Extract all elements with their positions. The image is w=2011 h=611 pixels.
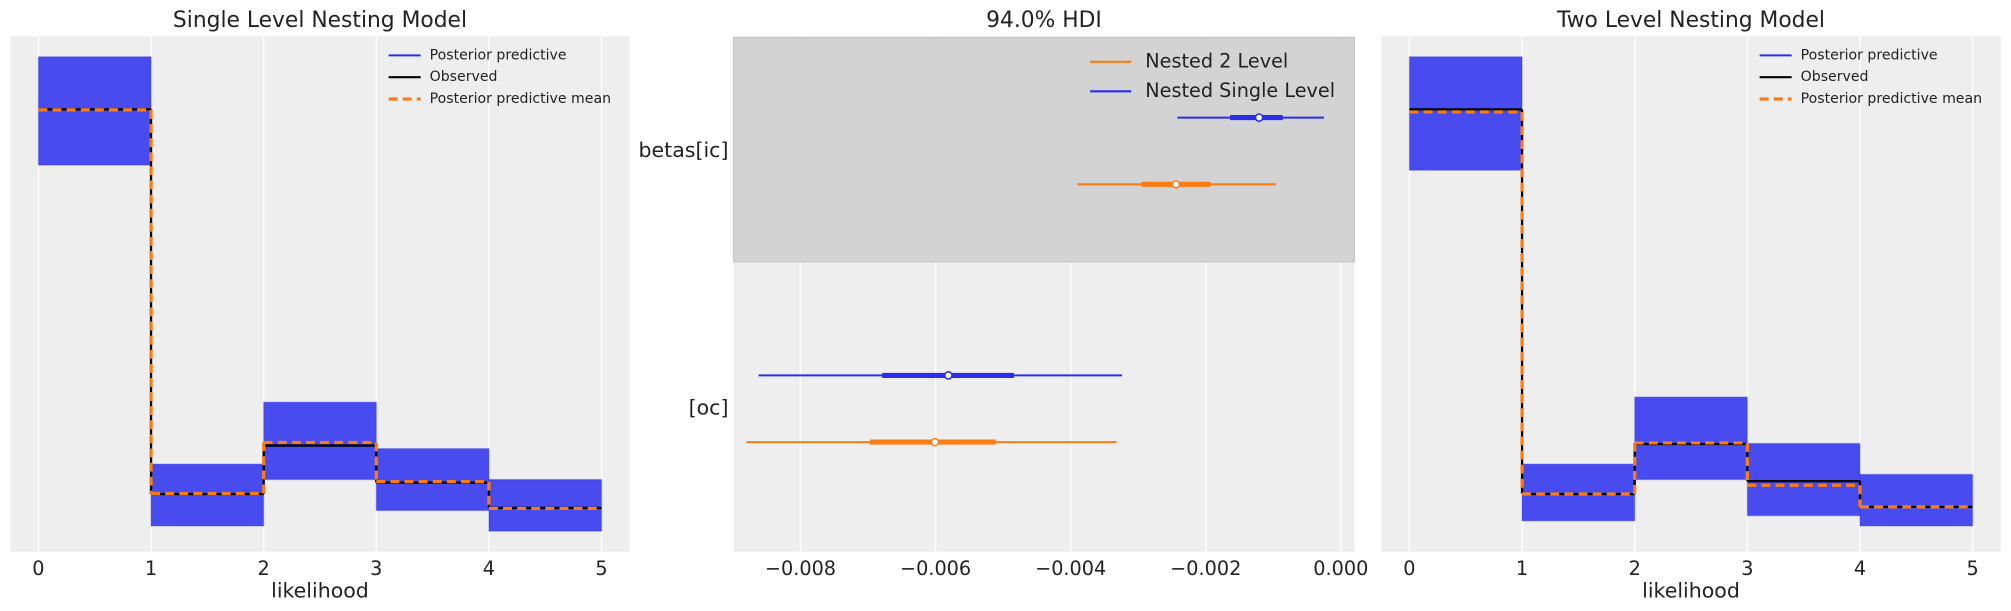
x-tick-label: 0.000 xyxy=(1313,557,1368,580)
legend-label: Observed xyxy=(1801,69,1869,85)
x-axis-label: likelihood xyxy=(1642,579,1740,603)
x-axis-label: likelihood xyxy=(271,579,369,603)
x-tick-label: 5 xyxy=(595,557,607,580)
x-tick-label: 0 xyxy=(32,557,44,580)
x-tick-label: 2 xyxy=(1629,557,1641,580)
legend-label: Nested Single Level xyxy=(1145,79,1335,102)
x-tick-label: 0 xyxy=(1403,557,1415,580)
chart-title: Single Level Nesting Model xyxy=(173,8,467,33)
legend-label: Posterior predictive xyxy=(430,47,567,63)
legend-label: Nested 2 Level xyxy=(1145,49,1288,72)
x-tick-label: 3 xyxy=(1741,557,1753,580)
posterior-band xyxy=(488,478,603,532)
y-tick-label: betas[ic] xyxy=(639,138,729,162)
x-tick-label: −0.006 xyxy=(900,557,971,580)
x-tick-label: 1 xyxy=(1516,557,1528,580)
x-tick-label: 3 xyxy=(370,557,382,580)
chart-title: Two Level Nesting Model xyxy=(1556,8,1825,33)
mean-point xyxy=(1254,113,1264,122)
legend-label: Observed xyxy=(430,69,498,85)
x-tick-label: 4 xyxy=(1854,557,1866,580)
mean-point xyxy=(930,437,940,447)
posterior-band xyxy=(1634,396,1748,481)
row-shade xyxy=(732,36,1355,263)
legend-label: Posterior predictive xyxy=(1801,47,1938,63)
legend-label: Posterior predictive mean xyxy=(430,91,611,107)
x-tick-label: 5 xyxy=(1966,557,1978,580)
x-tick-label: −0.008 xyxy=(765,557,836,580)
legend-label: Posterior predictive mean xyxy=(1801,91,1982,107)
chart-title: 94.0% HDI xyxy=(986,8,1102,33)
x-tick-label: 4 xyxy=(483,557,495,580)
x-tick-label: −0.002 xyxy=(1170,557,1241,580)
mean-point xyxy=(1171,179,1181,189)
posterior-band xyxy=(375,447,490,512)
x-tick-label: −0.004 xyxy=(1035,557,1106,580)
x-tick-label: 1 xyxy=(145,557,157,580)
x-tick-label: 2 xyxy=(258,557,270,580)
posterior-band xyxy=(1746,442,1861,517)
y-tick-label: [oc] xyxy=(689,396,729,420)
mean-point xyxy=(944,371,953,380)
posterior-band xyxy=(1859,473,1974,527)
